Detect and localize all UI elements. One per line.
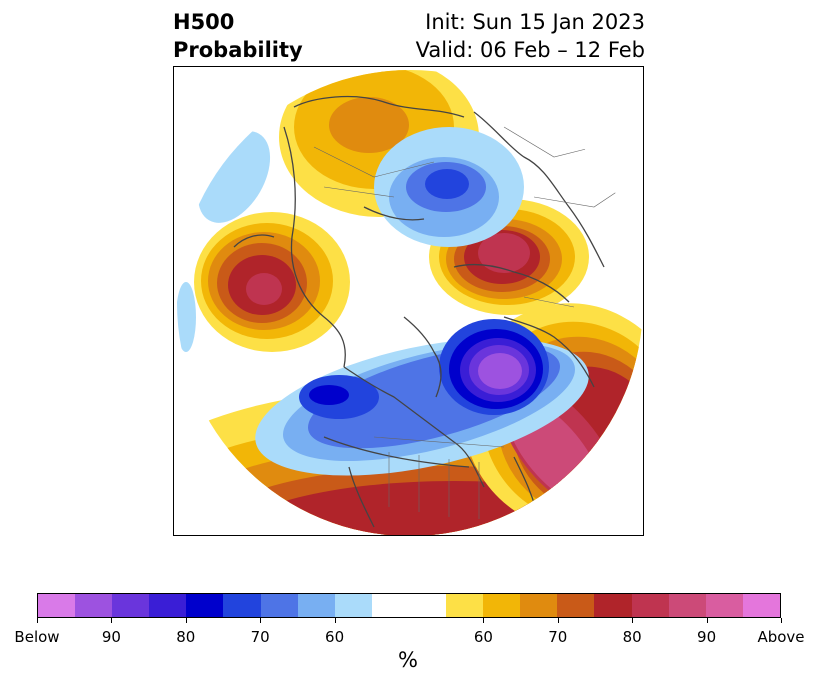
colorbar-segment-above — [705, 594, 743, 617]
colorbar-unit: % — [398, 648, 418, 672]
colorbar-tick-mark — [557, 618, 559, 623]
colorbar-tick-label: 70 — [250, 628, 270, 646]
globe-disk — [177, 70, 643, 535]
colorbar-tick-label: Below — [14, 628, 60, 646]
cold-anomaly-arctic — [374, 127, 524, 247]
map-title: H500 Probability — [173, 8, 303, 64]
colorbar-tick-mark — [334, 618, 336, 623]
colorbar-segment-below — [223, 594, 261, 617]
colorbar-segment-below — [38, 594, 76, 617]
date-info: Init: Sun 15 Jan 2023 Valid: 06 Feb – 12… — [416, 8, 645, 64]
colorbar-segment-above — [483, 594, 521, 617]
colorbar-tick-mark — [260, 618, 262, 623]
colorbar-segment-below — [112, 594, 150, 617]
colorbar-tick-label: 80 — [622, 628, 642, 646]
colorbar-segment-neutral — [371, 594, 447, 617]
coastlines — [233, 95, 605, 528]
valid-range: Valid: 06 Feb – 12 Feb — [415, 38, 645, 62]
colorbar-tick-label: 60 — [325, 628, 345, 646]
colorbar-segment-below — [75, 594, 113, 617]
init-date: Init: Sun 15 Jan 2023 — [425, 10, 645, 34]
colorbar-tick-mark — [37, 618, 38, 623]
colorbar-segment-above — [446, 594, 484, 617]
map-panel — [173, 66, 644, 536]
colorbar-tick-label: 80 — [176, 628, 196, 646]
colorbar-segment-below — [297, 594, 335, 617]
borders — [313, 126, 625, 519]
colorbar-segment-below — [260, 594, 298, 617]
colorbar-segment-above — [520, 594, 558, 617]
colorbar-segment-above — [557, 594, 595, 617]
product-label: Probability — [173, 38, 303, 62]
warm-anomaly-pacific — [194, 212, 350, 352]
colorbar-tick-label: 60 — [473, 628, 493, 646]
colorbar-tick-mark — [706, 618, 708, 623]
variable-label: H500 — [173, 10, 235, 34]
probability-map — [177, 70, 643, 535]
colorbar-segment-below — [186, 594, 224, 617]
colorbar-tick-mark — [111, 618, 113, 623]
colorbar-segment-above — [668, 594, 706, 617]
colorbar-tick-mark — [632, 618, 634, 623]
colorbar-tick-label: 70 — [548, 628, 568, 646]
colorbar-segment-below — [149, 594, 187, 617]
colorbar-segment-above — [742, 594, 780, 617]
colorbar-tick-mark — [185, 618, 187, 623]
colorbar-segment-below — [334, 594, 372, 617]
colorbar-tick-label: Above — [757, 628, 805, 646]
colorbar-tick-label: 90 — [697, 628, 717, 646]
colorbar-segment-above — [594, 594, 632, 617]
colorbar-tick-mark — [483, 618, 485, 623]
colorbar-tick-label: 90 — [101, 628, 121, 646]
cold-anomaly-north-america — [255, 319, 589, 476]
colorbar-tick-mark — [781, 618, 782, 623]
colorbar-segment-above — [631, 594, 669, 617]
colorbar — [37, 593, 781, 618]
